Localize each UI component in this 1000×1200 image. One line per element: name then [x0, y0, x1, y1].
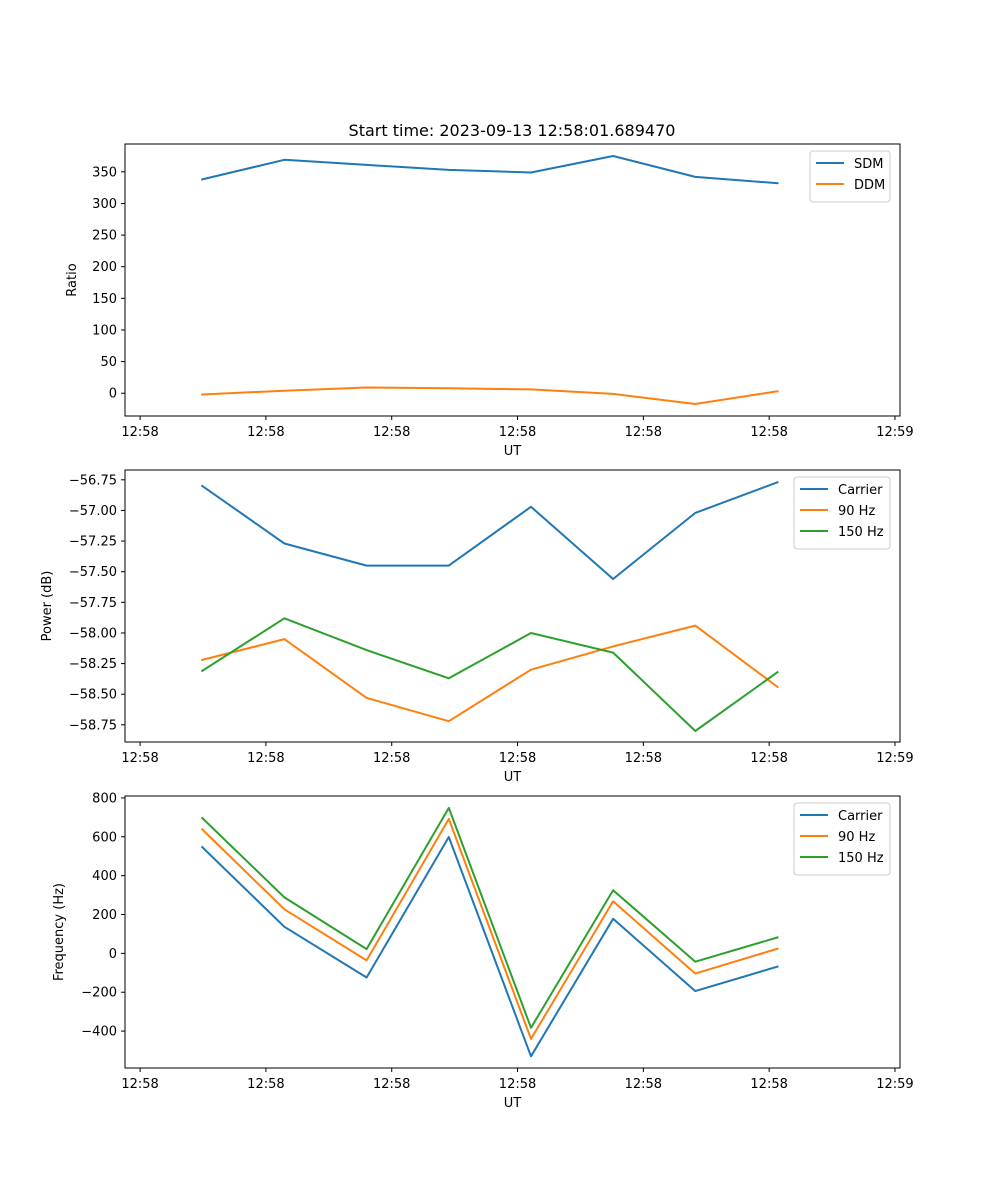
legend-label: 150 Hz [838, 851, 884, 866]
legend: Carrier 90 Hz 150 Hz [793, 802, 891, 876]
legend-label: 150 Hz [838, 525, 884, 540]
x-tick-label: 12:58 [625, 1077, 662, 1092]
series-line-90-hz [200, 817, 779, 1040]
y-tick-label: 250 [92, 229, 117, 244]
series-line-carrier [200, 481, 779, 580]
y-tick-label: 800 [92, 791, 117, 806]
x-tick-label: 12:59 [876, 751, 913, 766]
legend: SDM DDM [809, 150, 891, 203]
series-line-carrier [200, 836, 779, 1058]
x-tick-label: 12:58 [750, 425, 787, 440]
y-tick-label: 300 [92, 197, 117, 212]
y-tick-label: −400 [81, 1025, 117, 1040]
legend-label: 90 Hz [838, 830, 875, 845]
x-tick-label: 12:58 [499, 751, 536, 766]
series-line-ddm [201, 386, 779, 405]
y-tick-label: −200 [81, 986, 117, 1001]
x-tick-label: 12:58 [121, 425, 158, 440]
x-tick-label: 12:58 [247, 1077, 284, 1092]
y-tick-label: −57.00 [69, 504, 117, 519]
legend-label: Carrier [838, 483, 883, 498]
y-axis-label: Ratio [65, 263, 80, 296]
y-axis-label: Power (dB) [40, 571, 55, 642]
x-axis-label: UT [504, 444, 522, 459]
x-tick-label: 12:58 [373, 751, 410, 766]
x-tick-label: 12:58 [499, 425, 536, 440]
series-line-sdm [200, 155, 779, 185]
panel-3: 12:58 12:58 12:58 12:58 12:58 12:58 12:59 −400 −… [52, 791, 914, 1111]
series-line-150-hz [200, 617, 779, 732]
y-tick-label: −56.75 [69, 473, 117, 488]
x-tick-label: 12:59 [876, 1077, 913, 1092]
series-line-150-hz [200, 806, 779, 1029]
y-tick-label: 200 [92, 260, 117, 275]
x-tick-label: 12:58 [750, 1077, 787, 1092]
x-axis-label: UT [504, 770, 522, 785]
y-tick-label: 100 [92, 323, 117, 338]
series-line-90-hz [200, 624, 779, 723]
figure-title: Start time: 2023-09-13 12:58:01.689470 [349, 121, 676, 140]
x-tick-label: 12:58 [247, 425, 284, 440]
x-tick-label: 12:58 [373, 1077, 410, 1092]
x-tick-label: 12:58 [373, 425, 410, 440]
x-tick-label: 12:59 [876, 425, 913, 440]
y-tick-label: 0 [109, 947, 117, 962]
x-tick-label: 12:58 [750, 751, 787, 766]
y-tick-label: −58.50 [69, 688, 117, 703]
panel-1: 12:58 12:58 12:58 12:58 12:58 12:58 12:59 0 50 10… [65, 143, 914, 459]
axes-frame [124, 469, 901, 743]
legend-label: Carrier [838, 809, 883, 824]
panels: 12:58 12:58 12:58 12:58 12:58 12:58 12:59 0 50 10… [40, 143, 914, 1111]
y-tick-label: −57.25 [69, 535, 117, 550]
y-tick-label: −57.50 [69, 565, 117, 580]
legend: Carrier 90 Hz 150 Hz [793, 476, 891, 550]
y-tick-label: 50 [100, 355, 117, 370]
legend-label: 90 Hz [838, 504, 875, 519]
x-tick-label: 12:58 [121, 751, 158, 766]
y-tick-label: 350 [92, 165, 117, 180]
x-tick-label: 12:58 [625, 751, 662, 766]
y-tick-label: −58.00 [69, 626, 117, 641]
y-tick-label: −58.75 [69, 718, 117, 733]
y-tick-label: −57.75 [69, 596, 117, 611]
y-tick-label: 600 [92, 830, 117, 845]
x-axis-label: UT [504, 1096, 522, 1111]
legend-label: DDM [854, 178, 885, 193]
panel-2: 12:58 12:58 12:58 12:58 12:58 12:58 12:59 −58.7… [40, 469, 914, 785]
axes-frame [124, 795, 901, 1069]
x-tick-label: 12:58 [247, 751, 284, 766]
axes-frame [124, 143, 901, 417]
y-axis-label: Frequency (Hz) [52, 883, 67, 981]
x-tick-label: 12:58 [625, 425, 662, 440]
y-tick-label: 200 [92, 908, 117, 923]
y-tick-label: 0 [109, 387, 117, 402]
x-tick-label: 12:58 [121, 1077, 158, 1092]
x-tick-label: 12:58 [499, 1077, 536, 1092]
y-tick-label: 150 [92, 292, 117, 307]
y-tick-label: 400 [92, 869, 117, 884]
legend-label: SDM [854, 157, 883, 172]
y-tick-label: −58.25 [69, 657, 117, 672]
